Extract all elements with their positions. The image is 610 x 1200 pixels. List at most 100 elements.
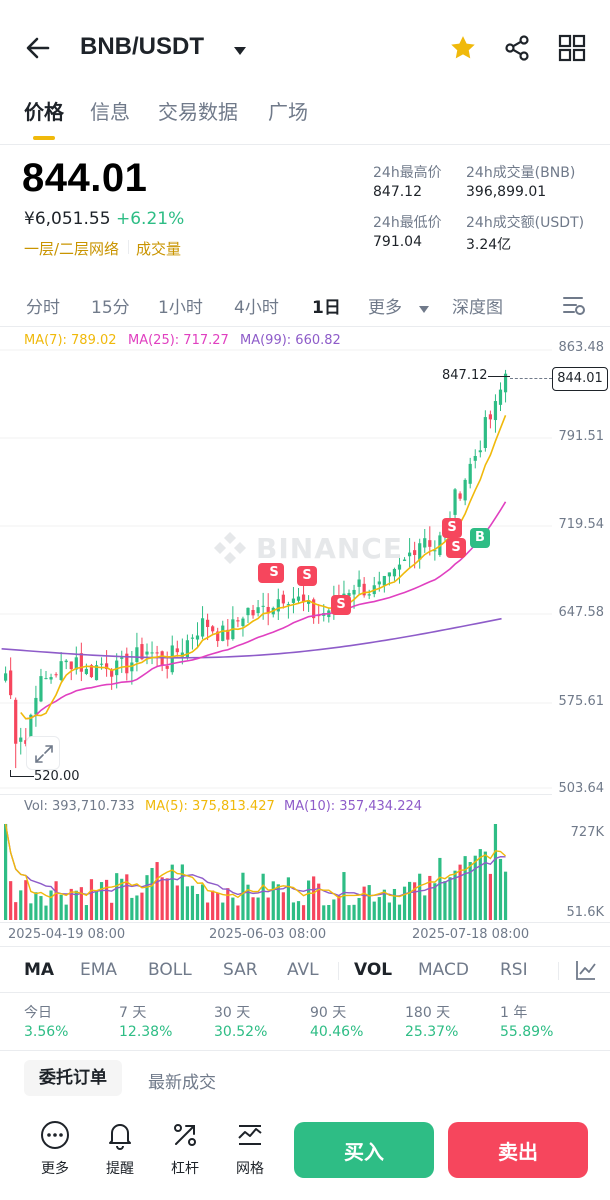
- tf-1h[interactable]: 1小时: [158, 298, 203, 318]
- volume-bar: [387, 902, 391, 920]
- volume-bar: [99, 882, 104, 920]
- candle-body: [256, 607, 260, 614]
- tag-layer-network[interactable]: 一层/二层网络: [24, 240, 120, 258]
- tab-square[interactable]: 广场: [268, 100, 308, 124]
- tab-latest-trades[interactable]: 最新成交: [148, 1073, 216, 1093]
- caret-down-icon[interactable]: [232, 42, 248, 61]
- volume-bar: [382, 889, 386, 920]
- indicator-avl[interactable]: AVL: [287, 960, 319, 980]
- caret-down-icon[interactable]: [418, 299, 430, 318]
- tab-info[interactable]: 信息: [90, 100, 130, 124]
- candle-body: [423, 538, 427, 548]
- volume-bar: [428, 875, 432, 920]
- sell-button[interactable]: 卖出: [448, 1122, 588, 1178]
- indicator-boll[interactable]: BOLL: [148, 960, 192, 980]
- candle-body: [236, 620, 240, 622]
- volume-bar: [231, 897, 235, 920]
- pair-title[interactable]: BNB/USDT: [80, 33, 204, 60]
- nav-grid-label[interactable]: 网格: [236, 1161, 264, 1177]
- volume-bar: [448, 877, 452, 920]
- bell-icon[interactable]: [100, 1120, 140, 1154]
- candle-body: [301, 594, 306, 603]
- tab-price[interactable]: 价格: [24, 100, 64, 124]
- period-label: 30 天: [214, 1005, 251, 1021]
- sell-signal[interactable]: S: [264, 563, 284, 583]
- buy-signal[interactable]: B: [470, 528, 490, 548]
- nav-alert-label[interactable]: 提醒: [106, 1161, 134, 1177]
- sell-signal[interactable]: S: [331, 595, 351, 615]
- volume-bar: [433, 883, 437, 920]
- stat-high-label: 24h最高价: [373, 165, 442, 181]
- candle-body: [382, 575, 386, 586]
- tf-4h[interactable]: 4小时: [234, 298, 279, 318]
- indicator-vol[interactable]: VOL: [354, 960, 393, 980]
- volume-chart[interactable]: [0, 820, 552, 924]
- candle-body: [367, 594, 371, 596]
- expand-chart-button[interactable]: [26, 736, 60, 770]
- star-icon[interactable]: [448, 33, 478, 67]
- buy-signal[interactable]: S: [446, 538, 466, 558]
- volume-bar: [317, 883, 321, 920]
- indicator-settings-icon[interactable]: [574, 958, 598, 986]
- tag-volume[interactable]: 成交量: [136, 240, 182, 258]
- indicator-sar[interactable]: SAR: [223, 960, 258, 980]
- buy-button[interactable]: 买入: [294, 1122, 434, 1178]
- vol-legend: Vol: 393,710.733: [24, 799, 135, 814]
- back-arrow-icon[interactable]: [24, 34, 52, 66]
- sell-signal[interactable]: S: [297, 566, 317, 586]
- volume-bar: [498, 858, 503, 920]
- volume-bar: [190, 885, 195, 920]
- tf-1d[interactable]: 1日: [312, 298, 341, 318]
- volume-bar: [372, 901, 376, 920]
- grid-icon[interactable]: [558, 34, 586, 66]
- tab-trading-data[interactable]: 交易数据: [158, 100, 238, 124]
- period-label: 180 天: [405, 1005, 451, 1021]
- tf-depth[interactable]: 深度图: [452, 298, 503, 318]
- volume-bar: [503, 871, 508, 920]
- volume-bar: [226, 888, 230, 920]
- volume-bar: [49, 890, 53, 920]
- candle-body: [74, 657, 78, 670]
- volume-bar: [327, 904, 331, 920]
- indicator-macd[interactable]: MACD: [418, 960, 469, 980]
- more-icon[interactable]: [35, 1120, 75, 1154]
- tf-more[interactable]: 更多: [368, 298, 402, 318]
- nav-leverage-label[interactable]: 杠杆: [171, 1161, 199, 1177]
- grid-trade-icon[interactable]: [230, 1120, 270, 1154]
- signal-label: S: [451, 540, 461, 555]
- divider: [0, 326, 610, 327]
- tab-open-orders[interactable]: 委托订单: [24, 1060, 122, 1096]
- indicator-separator: [338, 962, 339, 980]
- candlestick-chart[interactable]: [0, 340, 552, 790]
- candle-body: [155, 652, 159, 654]
- price-axis-tick: 863.48: [558, 340, 605, 355]
- candle-body: [468, 463, 472, 484]
- volume-bar: [145, 875, 149, 920]
- volume-bar: [110, 902, 114, 920]
- volume-bar: [54, 881, 58, 920]
- volume-bar: [261, 873, 265, 920]
- volume-bar: [115, 873, 119, 920]
- current-price-value: 844.01: [557, 371, 603, 386]
- chart-settings-icon[interactable]: [562, 294, 586, 320]
- main-tabs: 价格 信息 交易数据 广场: [0, 96, 610, 144]
- buy-button-label: 买入: [344, 1139, 384, 1164]
- candle-body: [54, 674, 58, 676]
- indicator-ma[interactable]: MA: [24, 960, 55, 980]
- volume-bar: [312, 876, 316, 920]
- sell-signal[interactable]: S: [442, 518, 462, 538]
- candle-body: [135, 647, 139, 663]
- leverage-icon[interactable]: [165, 1120, 205, 1154]
- volume-bar: [478, 849, 482, 920]
- period-label: 今日: [24, 1005, 52, 1021]
- share-icon[interactable]: [503, 34, 531, 66]
- volume-bar: [402, 886, 407, 920]
- low-price-label: 520.00: [34, 769, 80, 784]
- indicator-rsi[interactable]: RSI: [500, 960, 528, 980]
- candle-body: [387, 572, 391, 577]
- indicator-ema[interactable]: EMA: [80, 960, 118, 980]
- nav-more-label[interactable]: 更多: [41, 1161, 69, 1177]
- tf-line[interactable]: 分时: [26, 298, 60, 318]
- tf-15m[interactable]: 15分: [91, 298, 130, 318]
- volume-bar: [44, 905, 48, 920]
